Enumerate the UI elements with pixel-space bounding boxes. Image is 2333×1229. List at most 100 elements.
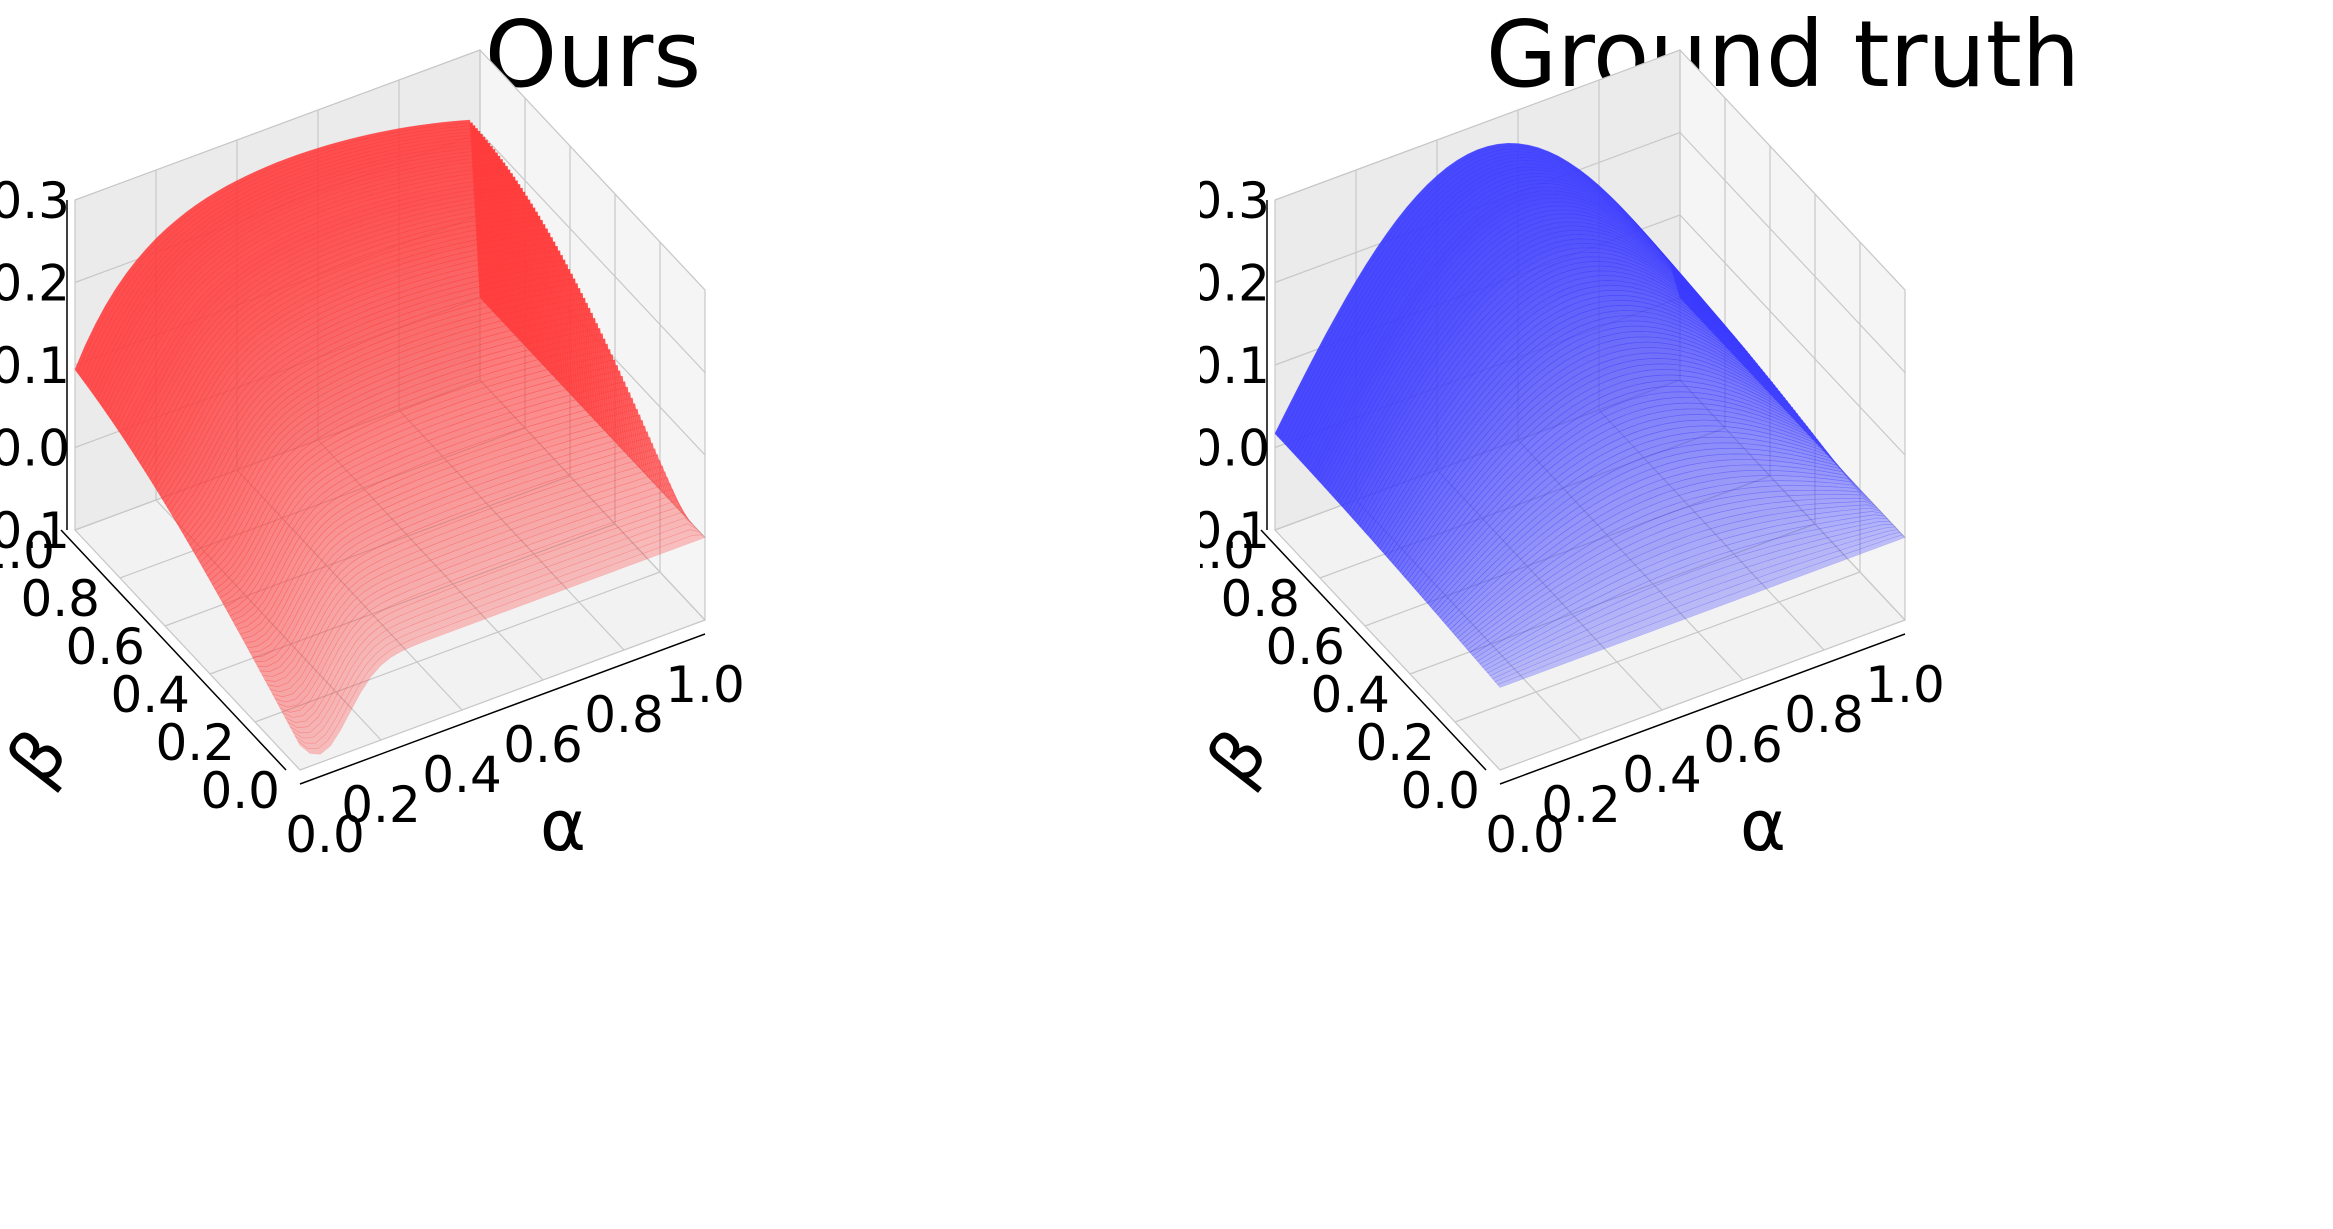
x-tick-label: 0.4 [422,746,502,804]
surface-strip [256,442,666,672]
surface-plot-ours: 0.00.20.40.60.81.00.00.20.40.60.81.0−0.1… [0,48,745,867]
surface-strip [1484,520,1894,674]
surface-strip [1477,511,1886,665]
x-tick-label: 0.6 [1703,716,1783,774]
x-tick-label: 0.6 [503,716,583,774]
x-axis-line [299,633,706,785]
surface-strip [1489,526,1899,680]
surface-strip [261,454,671,682]
surface-strip [259,448,669,677]
grid-line [1499,619,1906,771]
z-tick-label: 0.2 [1200,255,1270,313]
surface-strip [284,505,693,729]
z-tick-label: −0.1 [0,502,70,560]
grid-line [1274,529,1501,771]
x-tick-label: 1.0 [665,656,745,714]
y-tick-label: 0.4 [1310,666,1390,724]
y-tick-label: 0.2 [1355,714,1435,772]
axis-lines [60,200,706,785]
y-tick-label: 0.6 [65,618,145,676]
surface-strip [1492,529,1901,683]
surface-strip [271,477,681,703]
x-tick-label: 0.2 [1541,776,1621,834]
z-tick-label: −0.1 [1200,502,1270,560]
grid-line [479,132,706,373]
surface-strip [294,529,704,750]
grid-line [1454,571,1861,723]
surface-strip [279,494,688,718]
grid-line [74,529,301,771]
surface-strip [264,459,673,688]
y-tick-label: 0.4 [110,666,190,724]
surface-strip [1454,475,1863,639]
x-tick-label: 0.0 [1485,806,1565,864]
surface-strip [297,534,706,755]
x-tick-label: 0.8 [1784,686,1864,744]
surface-strip [254,436,664,667]
grid-line [1274,49,1681,201]
x-axis-line [1499,633,1906,785]
surface-strip [1464,494,1873,651]
x-tick-label: 0.0 [285,806,365,864]
grid-line [479,49,706,291]
z-tick-label: 0.0 [0,420,70,478]
x-tick-label: 0.4 [1622,746,1702,804]
surface-strip [286,511,696,734]
chart-panel-ours: Ours 0.00.20.40.60.81.00.00.20.40.60.81.… [0,0,1166,1229]
x-tick-label: 0.8 [584,686,664,744]
surface-strip [1459,485,1868,645]
y-tick-label: 0.8 [1220,570,1300,628]
surface-strip [247,419,656,653]
y-tick-label: 0.2 [155,714,235,772]
surface-strip [1457,480,1866,642]
y-tick-label: 0.6 [1265,618,1345,676]
surface-strip [1496,534,1906,688]
x-axis-label: α [540,785,586,867]
grid-line [254,571,661,723]
z-tick-label: 0.1 [1200,337,1270,395]
y-axis-label: β [1200,714,1283,800]
chart-panel-ground-truth: Ground truth 0.0 0.2 0.4 0.6 0.8 1.0 0.0 0.2 0.4… [1200,0,2333,1229]
axis-lines [1260,200,1906,785]
grid-line [1679,132,1906,373]
surface-strip [1494,531,1904,685]
tick-labels: 0.00.20.40.60.81.00.00.20.40.60.81.0−0.1… [1200,172,1945,864]
y-tick-label: 1.0 [0,522,55,580]
chart-title: Ours [484,1,702,108]
grid-line [299,619,706,771]
grid-line [1409,523,1816,675]
tick-labels: 0.00.20.40.60.81.00.00.20.40.60.81.0−0.1… [0,172,745,864]
z-tick-label: 0.2 [0,255,70,313]
y-tick-label: 0.0 [1400,762,1480,820]
surface-strip [1474,507,1884,662]
y-axis-label: β [0,714,83,800]
y-tick-label: 0.0 [200,762,280,820]
surface-strip [1462,489,1871,648]
surface-strip [1449,464,1858,633]
surface-strip [269,471,678,698]
surface-strip [1452,469,1861,636]
surface-strip [1479,514,1889,668]
grid-line [1679,214,1906,456]
x-axis-label: α [1740,785,1786,867]
y-axis-line [1260,529,1487,771]
surface [1274,142,1906,688]
surface-strip [1467,497,1876,654]
x-tick-label: 0.2 [341,776,421,834]
z-tick-label: 0.1 [0,337,70,395]
grid-line [74,49,481,201]
surface-strip [252,431,661,663]
surface-strip [274,482,683,708]
surface-strip [266,465,676,693]
z-tick-label: 0.3 [1200,172,1270,230]
surface-strip [276,488,686,713]
surface-strip [292,523,701,744]
surface-strip [1487,523,1896,677]
surface-strip [1469,501,1878,656]
grid-line [209,523,616,675]
y-axis-line [60,529,287,771]
surface-strip [281,500,691,723]
surface-strip [289,517,698,739]
surface-strip [1482,517,1891,671]
y-tick-label: 1.0 [1200,522,1255,580]
